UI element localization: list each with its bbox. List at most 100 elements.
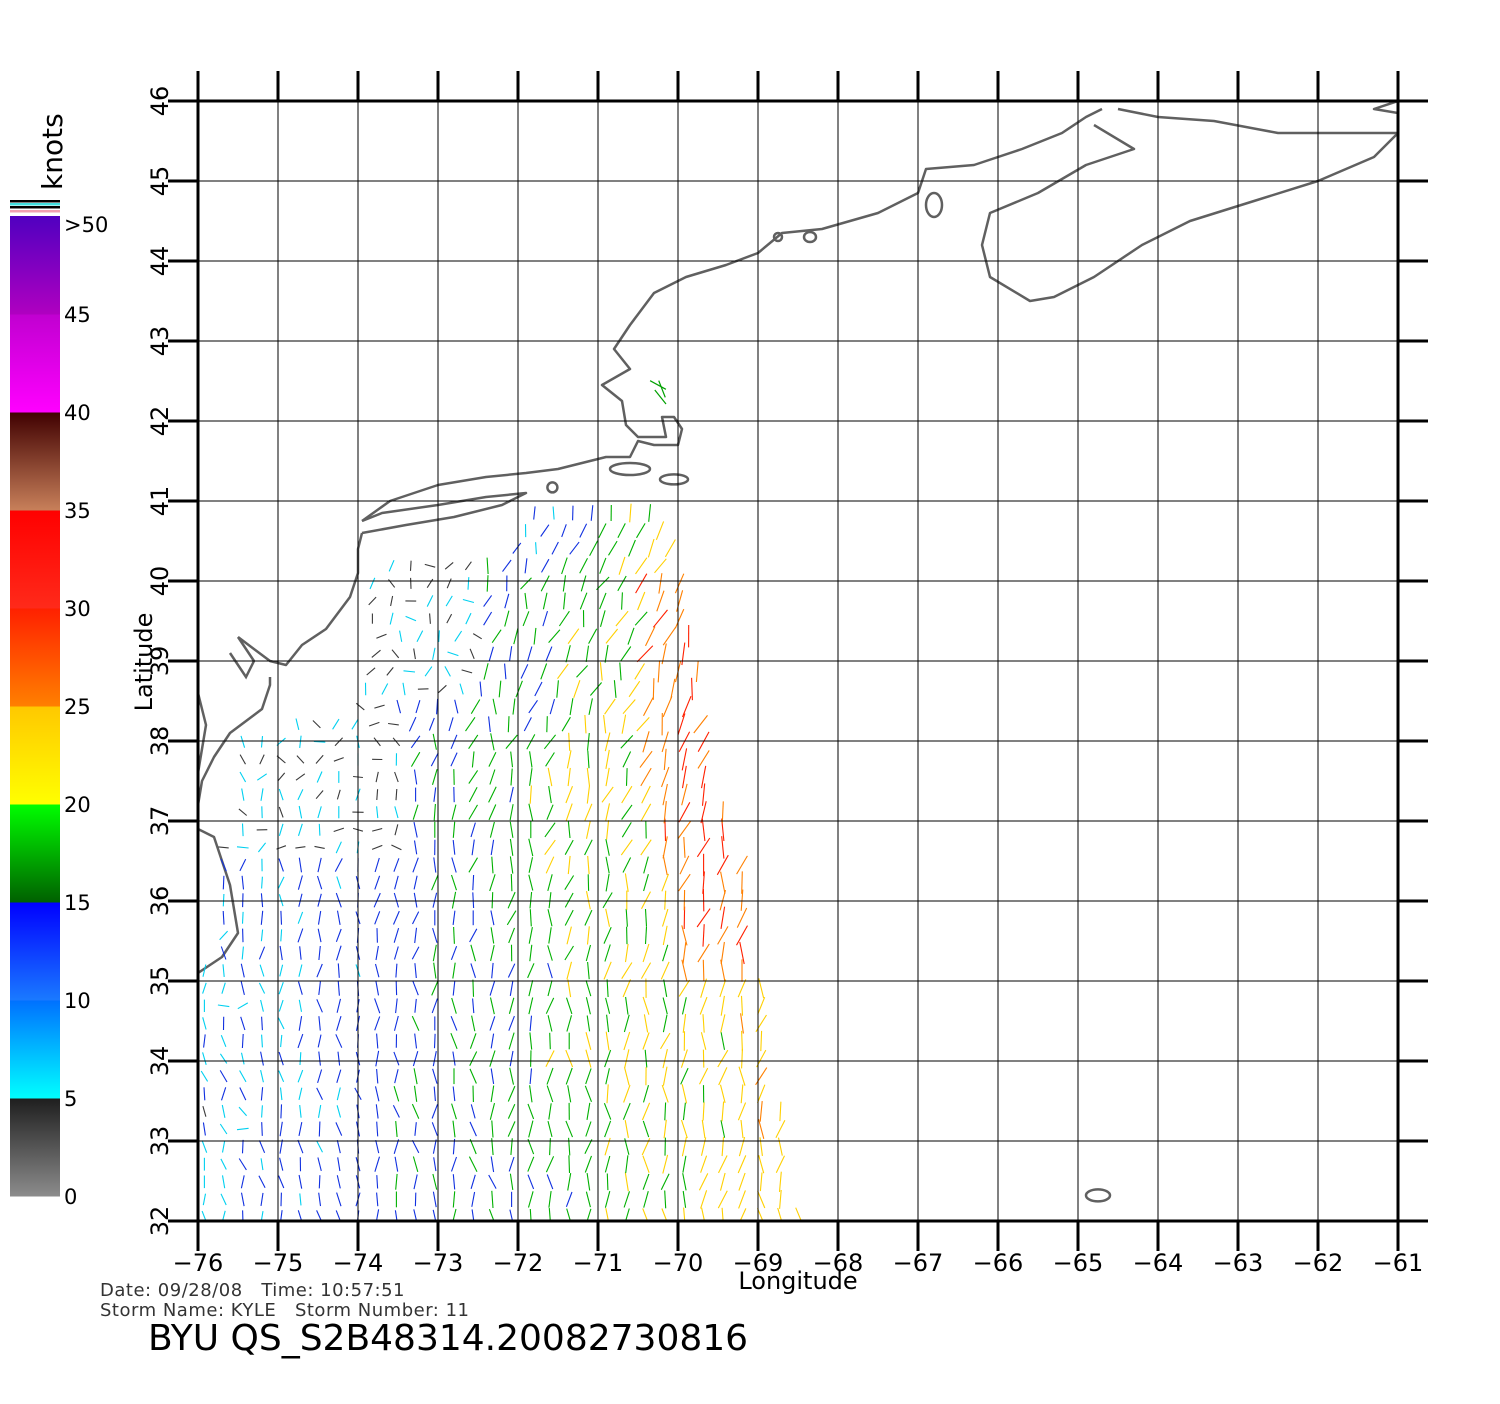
wind-vector (367, 668, 375, 675)
wind-vector (434, 804, 435, 820)
wind-vector (544, 735, 555, 749)
wind-vector (439, 630, 440, 642)
wind-vector (470, 1033, 476, 1048)
island-outline (610, 463, 650, 475)
wind-vector (471, 1175, 475, 1189)
wind-vector (314, 741, 325, 742)
wind-vector (223, 911, 224, 925)
wind-vector (589, 698, 592, 714)
wind-vector (643, 944, 649, 962)
wind-vector (577, 666, 588, 678)
wind-vector (434, 787, 436, 801)
wind-vector (463, 600, 474, 603)
wind-vector (663, 1015, 667, 1032)
wind-vector (568, 856, 570, 874)
wind-vector (490, 981, 495, 996)
wind-vector (530, 1032, 532, 1049)
wind-vector (586, 1032, 591, 1050)
wind-vector (605, 1050, 611, 1067)
wind-vector (261, 1070, 264, 1082)
wind-vector (242, 1053, 245, 1065)
wind-vector (433, 893, 437, 908)
wind-vector (395, 824, 398, 835)
wind-vector (529, 1191, 534, 1207)
wind-vector (374, 893, 380, 907)
wind-vector (527, 734, 535, 749)
wind-vector (242, 876, 243, 890)
wind-vector (469, 787, 477, 802)
wind-vector (662, 767, 669, 787)
wind-vector (722, 1137, 723, 1156)
wind-vector (222, 1105, 225, 1118)
wind-vector (318, 929, 321, 942)
wind-vector (588, 926, 590, 944)
wind-vector (618, 523, 625, 537)
wind-vector (605, 1191, 609, 1208)
wind-vector (586, 980, 591, 996)
wind-vector (462, 670, 473, 673)
wind-vector (588, 751, 589, 769)
wind-vector (279, 1071, 284, 1082)
colorbar-tick-label: 10 (64, 989, 91, 1013)
wind-vector (760, 1137, 762, 1156)
wind-vector (220, 1124, 227, 1134)
wind-vector (548, 945, 553, 960)
wind-vector (470, 1052, 477, 1066)
wind-vector (683, 997, 687, 1014)
wind-vector (661, 1174, 669, 1190)
wind-vector (453, 1052, 455, 1066)
wind-vector (219, 847, 229, 848)
wind-vector (319, 911, 321, 925)
colorbar-tick-label: >50 (64, 213, 108, 237)
wind-vector (549, 892, 551, 908)
wind-vector (377, 806, 378, 818)
wind-vector (395, 1069, 398, 1083)
wind-vector (758, 997, 765, 1014)
wind-vector (239, 1107, 247, 1116)
wind-vector (679, 980, 689, 996)
wind-vector (510, 646, 512, 661)
wind-vector (661, 1033, 670, 1049)
wind-vector (460, 684, 463, 695)
wind-vector (758, 1085, 765, 1103)
wind-vector (376, 946, 378, 960)
wind-vector (549, 1208, 550, 1226)
wind-vector (530, 945, 532, 961)
wind-vector (406, 616, 416, 620)
wind-vector (484, 663, 488, 679)
wind-vector (377, 789, 378, 800)
wind-vector (543, 593, 547, 610)
wind-vector (796, 1208, 804, 1227)
colorbar-tick-label: 5 (64, 1087, 77, 1111)
wind-vector (336, 1122, 342, 1135)
wind-vector (447, 614, 452, 623)
wind-vector (568, 629, 579, 644)
wind-vector (452, 1104, 457, 1120)
wind-vector (549, 927, 551, 943)
latitude-tick-label: 44 (146, 246, 174, 277)
wind-vector (316, 791, 323, 799)
wind-vector (472, 840, 474, 856)
wind-vector (649, 504, 651, 522)
wind-vector (337, 1193, 341, 1207)
wind-vector (587, 768, 589, 786)
wind-vector (433, 769, 438, 785)
wind-vector (487, 575, 488, 591)
wind-vector (508, 1104, 514, 1118)
wind-vector (414, 876, 417, 890)
wind-vector (334, 758, 344, 762)
wind-vector (511, 752, 513, 768)
wind-vector (683, 1014, 685, 1033)
wind-vector (510, 1174, 512, 1190)
colorbar-segment (10, 1000, 60, 1099)
wind-vector (623, 858, 631, 873)
wind-vector (299, 894, 302, 907)
wind-vector (663, 696, 672, 717)
wind-vector (568, 979, 571, 997)
wind-vector (433, 945, 436, 961)
wind-vector (318, 1035, 321, 1048)
wind-vector (203, 983, 207, 994)
wind-vector (548, 980, 552, 996)
wind-vector (318, 894, 321, 907)
wind-vector (316, 755, 323, 763)
